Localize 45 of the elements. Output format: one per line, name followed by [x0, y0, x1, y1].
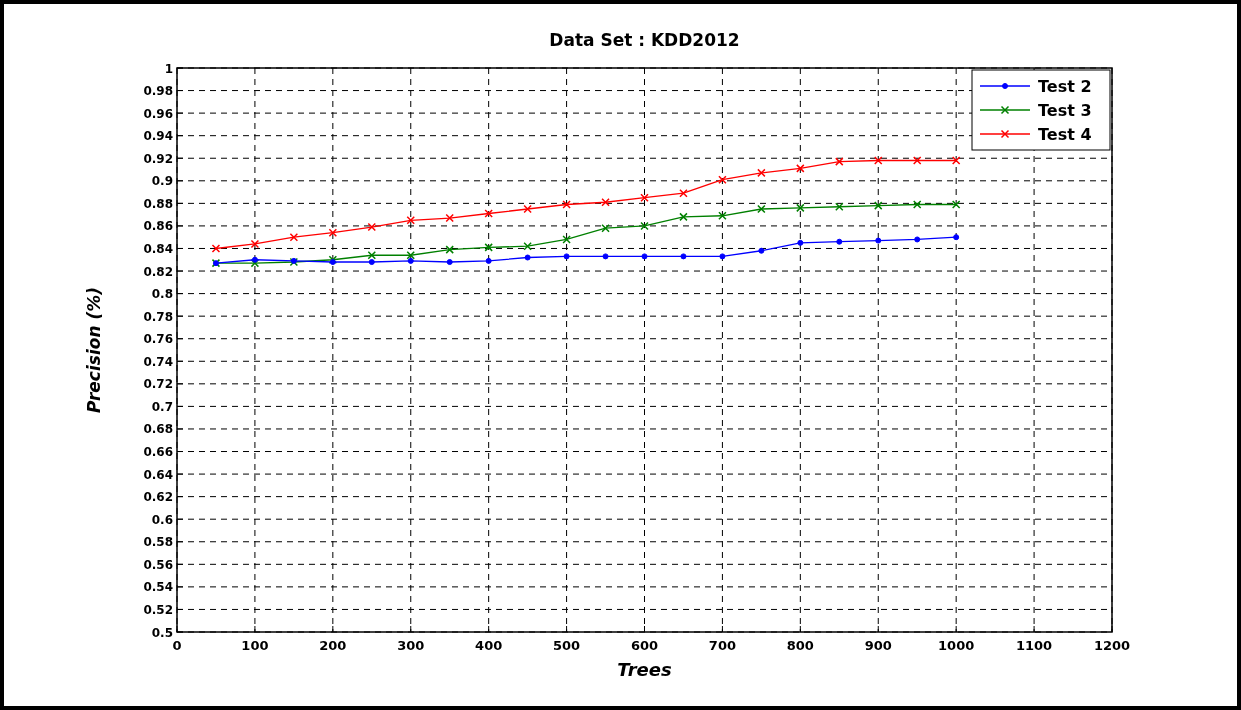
y-tick-label: 0.9	[151, 174, 173, 189]
y-axis-title: Precision (%)	[84, 287, 104, 413]
y-tick-label: 0.74	[143, 354, 173, 369]
y-tick-label: 0.98	[143, 84, 173, 99]
x-tick-label: 200	[319, 638, 347, 653]
y-tick-label: 0.52	[143, 602, 173, 617]
x-axis-title: Trees	[617, 659, 672, 680]
x-tick-label: 500	[553, 638, 581, 653]
y-tick-label: 0.56	[143, 557, 173, 572]
y-tick-label: 0.96	[143, 106, 173, 121]
chart-title: Data Set : KDD2012	[549, 30, 740, 50]
x-tick-label: 0	[172, 638, 182, 653]
x-tick-label: 800	[786, 638, 814, 653]
x-tick-label: 100	[241, 638, 269, 653]
y-tick-label: 0.7	[151, 399, 173, 414]
y-tick-label: 0.58	[143, 535, 173, 550]
legend-label: Test 3	[1038, 101, 1092, 120]
x-tick-label: 600	[630, 638, 659, 653]
legend-label: Test 4	[1038, 125, 1092, 144]
x-tick-label: 1100	[1015, 638, 1053, 653]
legend-label: Test 2	[1038, 77, 1092, 96]
y-tick-label: 0.94	[143, 129, 173, 144]
y-tick-label: 0.64	[143, 467, 173, 482]
y-tick-label: 0.68	[143, 422, 173, 437]
x-tick-label: 300	[397, 638, 425, 653]
x-tick-label: 900	[864, 638, 892, 653]
y-tick-label: 0.54	[143, 580, 173, 595]
x-tick-label: 1200	[1093, 638, 1131, 653]
y-tick-label: 0.76	[143, 332, 173, 347]
y-tick-label: 1	[164, 61, 173, 76]
y-tick-label: 0.62	[143, 490, 173, 505]
y-tick-label: 0.6	[151, 512, 173, 527]
y-tick-label: 0.8	[151, 287, 173, 302]
y-tick-label: 0.84	[143, 241, 173, 256]
y-tick-label: 0.66	[143, 445, 173, 460]
x-tick-label: 1000	[938, 638, 975, 653]
y-tick-label: 0.72	[143, 377, 173, 392]
y-tick-label: 0.88	[143, 196, 173, 211]
y-tick-label: 0.92	[143, 151, 173, 166]
y-tick-label: 0.82	[143, 264, 173, 279]
y-tick-label: 0.86	[143, 219, 173, 234]
y-tick-label: 0.5	[151, 625, 173, 640]
x-tick-label: 700	[708, 638, 736, 653]
x-tick-label: 400	[475, 638, 503, 653]
y-tick-label: 0.78	[143, 309, 173, 324]
